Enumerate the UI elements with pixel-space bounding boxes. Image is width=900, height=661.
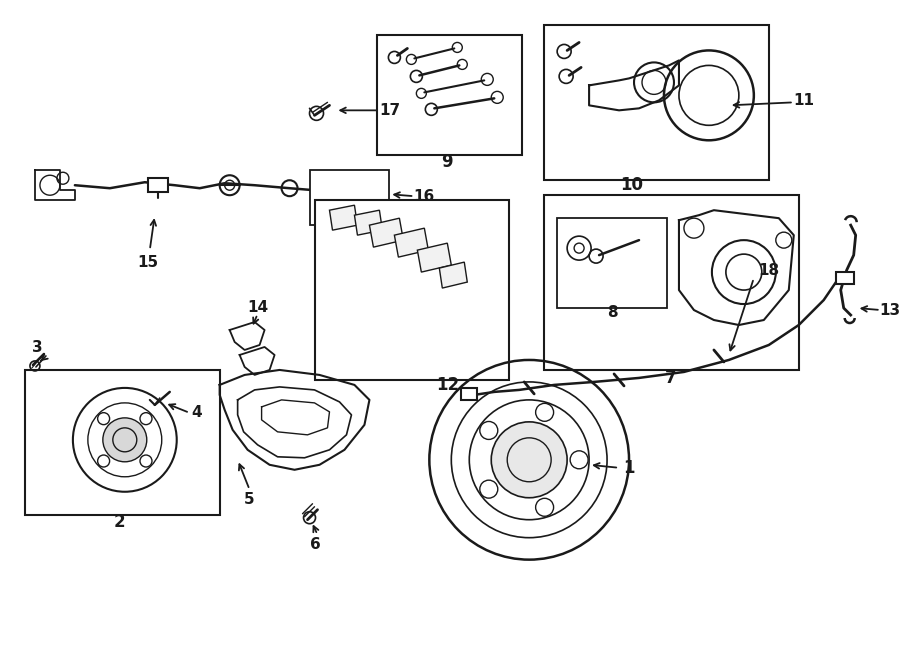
Text: 6: 6 — [310, 537, 321, 552]
Text: 12: 12 — [436, 376, 459, 394]
Text: 10: 10 — [620, 176, 643, 194]
Text: 7: 7 — [665, 369, 677, 387]
Circle shape — [140, 455, 152, 467]
Circle shape — [570, 451, 588, 469]
Text: 1: 1 — [624, 459, 634, 477]
Circle shape — [97, 455, 110, 467]
Polygon shape — [369, 218, 403, 247]
Circle shape — [491, 422, 567, 498]
Text: 4: 4 — [192, 405, 202, 420]
Polygon shape — [329, 205, 357, 230]
Text: 15: 15 — [137, 254, 158, 270]
Bar — [557, 218, 667, 308]
Text: 5: 5 — [244, 492, 255, 507]
Circle shape — [140, 412, 152, 424]
Bar — [25, 370, 220, 515]
Text: 14: 14 — [247, 299, 268, 315]
Bar — [314, 200, 509, 380]
Circle shape — [536, 403, 554, 421]
Bar — [544, 26, 769, 180]
Circle shape — [97, 412, 110, 424]
Circle shape — [103, 418, 147, 462]
Bar — [836, 272, 854, 284]
Circle shape — [480, 422, 498, 440]
Bar — [148, 178, 167, 192]
Bar — [544, 195, 799, 370]
Polygon shape — [355, 210, 382, 235]
Text: 17: 17 — [379, 103, 400, 118]
Polygon shape — [439, 262, 467, 288]
Polygon shape — [418, 243, 451, 272]
Text: 11: 11 — [793, 93, 814, 108]
Circle shape — [536, 498, 554, 516]
Text: 9: 9 — [442, 153, 453, 171]
Text: 8: 8 — [607, 305, 617, 319]
Bar — [377, 36, 522, 155]
Text: 18: 18 — [759, 262, 779, 278]
Bar — [462, 388, 477, 400]
Bar — [310, 171, 390, 225]
Text: 16: 16 — [414, 188, 435, 204]
Text: 3: 3 — [32, 340, 42, 356]
Text: 13: 13 — [879, 303, 900, 317]
Polygon shape — [394, 228, 428, 257]
Circle shape — [480, 480, 498, 498]
Text: 2: 2 — [114, 513, 126, 531]
